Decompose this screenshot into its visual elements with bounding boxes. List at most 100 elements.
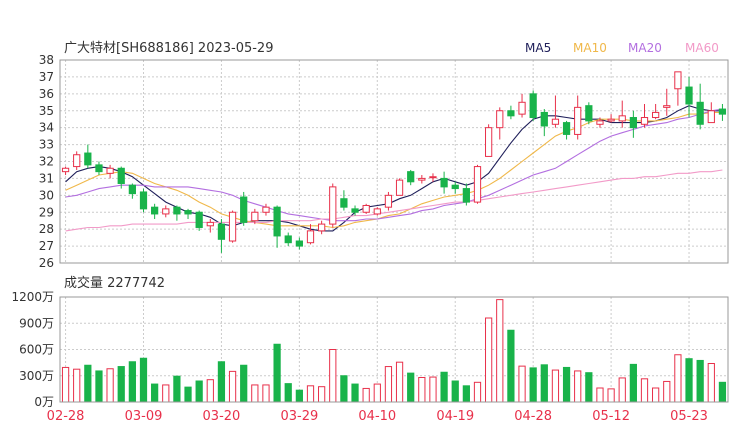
price-y-axis: 26 27 28 29 30 31 32 33 34 35 36 37 38 [39,53,54,270]
candle [195,210,203,231]
volume-bar [73,368,81,403]
ma-line-ma20 [65,108,723,222]
candle [95,161,103,176]
volume-bar [596,387,604,403]
volume-bar [306,385,315,403]
candle-body [295,240,303,247]
candle-body [306,230,315,244]
volume-bar [340,375,348,403]
volume-bar [551,369,560,403]
candle-body [518,101,526,115]
candle [540,109,548,137]
volume-tick-label: 1200万 [11,290,54,304]
candle-body [395,179,404,196]
candle-body [240,196,248,223]
volume-title: 成交量 2277742 [64,275,165,291]
candle-body [585,105,593,122]
price-tick-label: 36 [39,87,54,101]
candle [674,71,682,106]
candle-body [351,208,359,213]
candle-body [251,211,259,222]
candle [128,183,136,199]
candle-body [407,171,415,183]
ma-line-ma5 [65,105,723,232]
volume-frame [59,296,729,403]
candles [61,71,727,253]
volume-bar [429,376,437,403]
volume-bar [418,377,426,403]
candle-body [496,110,504,129]
volume-bar [273,343,281,403]
candle [373,207,381,216]
volume-bar [618,377,626,403]
candle-body [318,223,326,232]
x-tick-label: 03-20 [203,409,241,424]
price-tick-label: 29 [39,205,54,219]
legend-ma5: MA5 [525,41,551,55]
candle-body [95,164,103,173]
candle-body [607,118,615,122]
candle [629,110,637,138]
volume-bar [540,364,548,403]
x-tick-label: 04-19 [436,409,474,424]
price-tick-label: 38 [39,53,54,67]
candle-body [529,93,537,119]
candle-body [707,110,715,124]
candle [217,219,226,253]
candle-body [184,210,192,215]
candle-body [217,223,226,240]
candle-body [618,115,626,122]
candle-body [362,204,370,213]
legend-ma20: MA20 [628,41,662,55]
candle-body [384,194,393,208]
candle [618,100,626,128]
candle [295,237,303,250]
candle [273,205,281,248]
candle-body [329,186,337,225]
x-tick-label: 04-10 [358,409,396,424]
candle-body [418,177,426,181]
candle-body [151,206,159,215]
candle [562,120,571,140]
candle-body [373,208,381,215]
x-axis: 02-28 03-09 03-20 03-29 04-10 04-19 04-28 05-12… [47,409,708,424]
volume-bar [128,361,136,403]
price-grid [60,59,728,264]
candle-body [696,101,704,125]
candle [139,188,148,213]
candle [518,93,526,118]
volume-bar [674,354,682,403]
candle [384,191,393,211]
price-tick-label: 35 [39,104,54,118]
volume-bar [184,386,192,403]
candle-body [195,211,203,228]
volume-bar [228,370,237,403]
candle [395,178,404,196]
volume-bar [574,370,582,403]
volume-bar [95,370,103,403]
volume-tick-label: 300万 [19,369,54,383]
candle-body [674,71,682,90]
candle-body [507,110,515,117]
volume-bar [507,329,515,403]
candle [251,208,259,225]
candle-body [106,167,114,174]
chart-title: 广大特材[SH688186] 2023-05-29 [64,41,273,56]
candle-body [473,166,482,203]
candle [84,144,92,169]
candle-body [84,152,92,166]
x-tick-label: 02-28 [47,409,85,424]
candle [151,203,159,220]
candle-body [429,176,437,179]
candle [162,205,170,218]
volume-bar [718,381,727,403]
candle-body [718,108,727,115]
volume-bar [151,383,159,403]
candle [262,203,270,216]
candle [663,88,671,116]
candle [329,183,337,228]
candle-body [485,127,493,157]
volume-bar [240,364,248,403]
volume-bar [407,372,415,403]
candle [61,166,70,176]
